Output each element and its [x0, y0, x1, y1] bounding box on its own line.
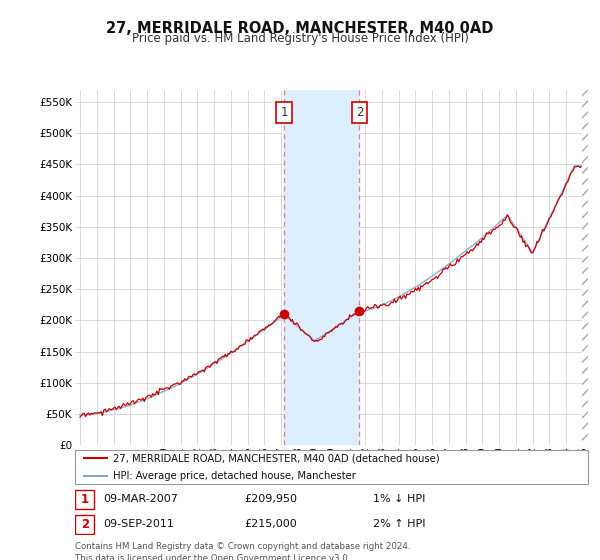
Text: £209,950: £209,950: [244, 494, 297, 505]
Text: 2% ↑ HPI: 2% ↑ HPI: [373, 519, 425, 529]
Text: 27, MERRIDALE ROAD, MANCHESTER, M40 0AD: 27, MERRIDALE ROAD, MANCHESTER, M40 0AD: [106, 21, 494, 36]
Bar: [284, 90, 359, 445]
Bar: [581, 90, 588, 445]
FancyBboxPatch shape: [75, 515, 94, 534]
Text: Contains HM Land Registry data © Crown copyright and database right 2024.
This d: Contains HM Land Registry data © Crown c…: [75, 542, 410, 560]
Text: 09-MAR-2007: 09-MAR-2007: [103, 494, 178, 505]
Text: 1% ↓ HPI: 1% ↓ HPI: [373, 494, 425, 505]
Text: 1: 1: [280, 106, 288, 119]
Text: Price paid vs. HM Land Registry's House Price Index (HPI): Price paid vs. HM Land Registry's House …: [131, 32, 469, 45]
Text: £215,000: £215,000: [244, 519, 297, 529]
Text: 09-SEP-2011: 09-SEP-2011: [103, 519, 174, 529]
FancyBboxPatch shape: [75, 450, 588, 484]
Text: 2: 2: [356, 106, 363, 119]
Text: 27, MERRIDALE ROAD, MANCHESTER, M40 0AD (detached house): 27, MERRIDALE ROAD, MANCHESTER, M40 0AD …: [113, 454, 440, 463]
FancyBboxPatch shape: [75, 490, 94, 509]
Text: HPI: Average price, detached house, Manchester: HPI: Average price, detached house, Manc…: [113, 471, 356, 480]
Text: 2: 2: [80, 518, 89, 531]
Text: 1: 1: [80, 493, 89, 506]
Bar: [581, 90, 590, 445]
